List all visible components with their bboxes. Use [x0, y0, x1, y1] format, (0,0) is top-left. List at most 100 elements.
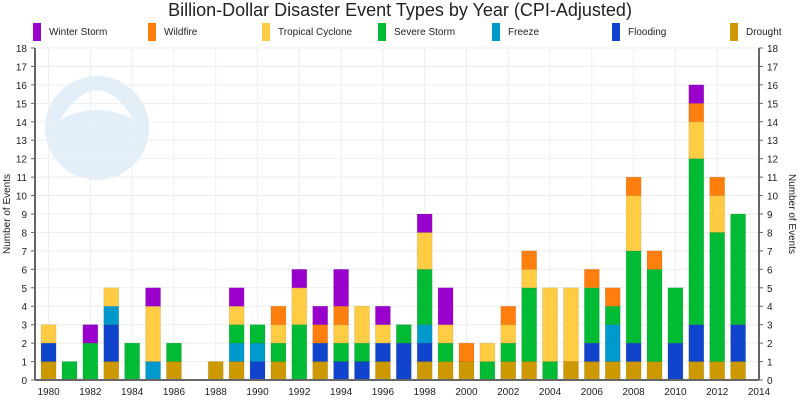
y-tick-label-left: 3 [21, 321, 27, 332]
bar-segment-drought-1980 [40, 361, 57, 381]
bar-segment-tropical-cyclone-2012 [709, 195, 726, 233]
bar-segment-drought-1983 [103, 361, 120, 381]
bar-segment-freeze-1983 [103, 305, 120, 326]
x-tick-label: 1980 [37, 387, 60, 398]
x-tick-label: 1988 [205, 387, 228, 398]
bar-segment-wildfire-2007 [604, 287, 621, 307]
y-axis-label-right: Number of Events [786, 174, 797, 254]
y-tick-label-right: 2 [767, 339, 773, 350]
bar-segment-drought-1989 [228, 361, 245, 381]
y-tick-label-right: 10 [767, 192, 779, 203]
bar-segment-tropical-cyclone-1985 [145, 305, 162, 363]
x-tick-label: 1982 [79, 387, 102, 398]
bar-segment-flooding-1983 [103, 324, 120, 363]
legend-label: Severe Storm [394, 27, 455, 38]
x-tick-label: 2014 [748, 387, 771, 398]
bar-segment-drought-2007 [604, 361, 621, 381]
bar-segment-tropical-cyclone-2003 [521, 268, 538, 289]
y-axis-label-left: Number of Events [2, 174, 13, 254]
bar-segment-severe-storm-2002 [500, 342, 517, 363]
bar-segment-drought-2008 [625, 361, 642, 381]
bar-segment-tropical-cyclone-1989 [228, 305, 245, 326]
bar-segment-flooding-1980 [40, 342, 57, 363]
bar-segment-wildfire-1993 [312, 324, 329, 344]
bar-segment-drought-1991 [270, 361, 287, 381]
bar-segment-wildfire-2003 [521, 250, 538, 270]
bar-segment-winter-storm-1998 [416, 213, 433, 233]
bar-segment-drought-2003 [521, 361, 538, 381]
bar-segment-severe-storm-2010 [667, 287, 684, 344]
bar-segment-severe-storm-1986 [165, 342, 182, 363]
bar-segment-flooding-2011 [688, 324, 705, 363]
bar-segment-severe-storm-1982 [82, 342, 99, 381]
chart-title: Billion-Dollar Disaster Event Types by Y… [168, 0, 632, 20]
y-tick-label-right: 8 [767, 228, 773, 239]
x-tick-label: 2010 [664, 387, 687, 398]
y-tick-label-right: 17 [767, 62, 779, 73]
bar-segment-winter-storm-1999 [437, 287, 454, 326]
bar-segment-severe-storm-1991 [270, 342, 287, 363]
bar-segment-drought-1999 [437, 361, 454, 381]
bar-segment-tropical-cyclone-1992 [291, 287, 308, 326]
y-tick-label-left: 8 [21, 228, 27, 239]
noaa-logo-bird [60, 90, 134, 120]
bar-segment-drought-2002 [500, 361, 517, 381]
bar-segment-winter-storm-1989 [228, 287, 245, 307]
y-tick-label-right: 18 [767, 44, 779, 55]
bar-segment-tropical-cyclone-2005 [562, 287, 579, 363]
bar-segment-wildfire-2002 [500, 305, 517, 326]
bar-segment-severe-storm-2009 [646, 268, 663, 363]
y-tick-label-left: 4 [21, 302, 27, 313]
y-tick-label-left: 10 [16, 192, 28, 203]
bar-segment-wildfire-2012 [709, 176, 726, 197]
y-tick-label-left: 12 [16, 155, 28, 166]
bar-segment-tropical-cyclone-1996 [374, 324, 391, 344]
bar-segment-tropical-cyclone-2004 [542, 287, 559, 363]
bar-segment-tropical-cyclone-1999 [437, 324, 454, 344]
bar-segment-drought-1998 [416, 361, 433, 381]
bar-segment-severe-storm-1994 [333, 342, 350, 363]
bar-segment-drought-2006 [583, 361, 600, 381]
y-tick-label-left: 9 [21, 210, 27, 221]
bar-segment-tropical-cyclone-1983 [103, 287, 120, 307]
bar-segment-drought-2005 [562, 361, 579, 381]
legend-swatch-drought [730, 23, 738, 41]
bar-segment-severe-storm-1981 [61, 361, 78, 381]
bar-segment-tropical-cyclone-1998 [416, 231, 433, 270]
bar-segment-severe-storm-1990 [249, 324, 266, 344]
bar-segment-flooding-1990 [249, 361, 266, 381]
bar-segment-winter-storm-1994 [333, 268, 350, 307]
y-tick-label-left: 13 [16, 136, 28, 147]
bar-segment-tropical-cyclone-1995 [354, 305, 371, 344]
bar-segment-flooding-2013 [730, 324, 747, 363]
bar-segment-wildfire-2000 [458, 342, 475, 363]
bar-segment-drought-2000 [458, 361, 475, 381]
y-tick-label-right: 11 [767, 173, 778, 184]
bar-segment-severe-storm-2004 [542, 361, 559, 381]
y-tick-label-right: 3 [767, 321, 773, 332]
y-tick-label-right: 15 [767, 99, 779, 110]
bar-segment-drought-2009 [646, 361, 663, 381]
bar-segment-tropical-cyclone-1980 [40, 324, 57, 344]
bar-segment-wildfire-2011 [688, 102, 705, 123]
y-tick-label-right: 5 [767, 284, 773, 295]
legend-label: Wildfire [164, 27, 198, 38]
y-tick-label-right: 6 [767, 265, 773, 276]
y-tick-label-left: 15 [16, 99, 28, 110]
y-tick-label-left: 16 [16, 81, 28, 92]
bar-segment-tropical-cyclone-1991 [270, 324, 287, 344]
bar-segment-severe-storm-1998 [416, 268, 433, 326]
legend-swatch-freeze [492, 23, 500, 41]
bar-segment-winter-storm-1993 [312, 305, 329, 326]
legend-swatch-flooding [612, 23, 620, 41]
bar-segment-flooding-2010 [667, 342, 684, 381]
y-tick-label-left: 5 [21, 284, 27, 295]
bar-segment-severe-storm-2011 [688, 158, 705, 326]
x-tick-label: 1984 [121, 387, 144, 398]
y-tick-label-right: 4 [767, 302, 773, 313]
bar-segment-flooding-1997 [395, 342, 412, 381]
bar-segment-severe-storm-2013 [730, 213, 747, 326]
bar-segment-tropical-cyclone-2002 [500, 324, 517, 344]
bar-segment-flooding-1995 [354, 361, 371, 381]
